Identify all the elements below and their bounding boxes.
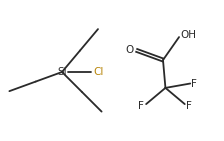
Text: OH: OH	[180, 30, 196, 40]
Text: Si: Si	[57, 67, 67, 77]
Text: F: F	[138, 101, 144, 111]
Text: F: F	[186, 101, 192, 111]
Text: O: O	[125, 45, 134, 55]
Text: F: F	[191, 79, 197, 89]
Text: Cl: Cl	[93, 67, 104, 77]
